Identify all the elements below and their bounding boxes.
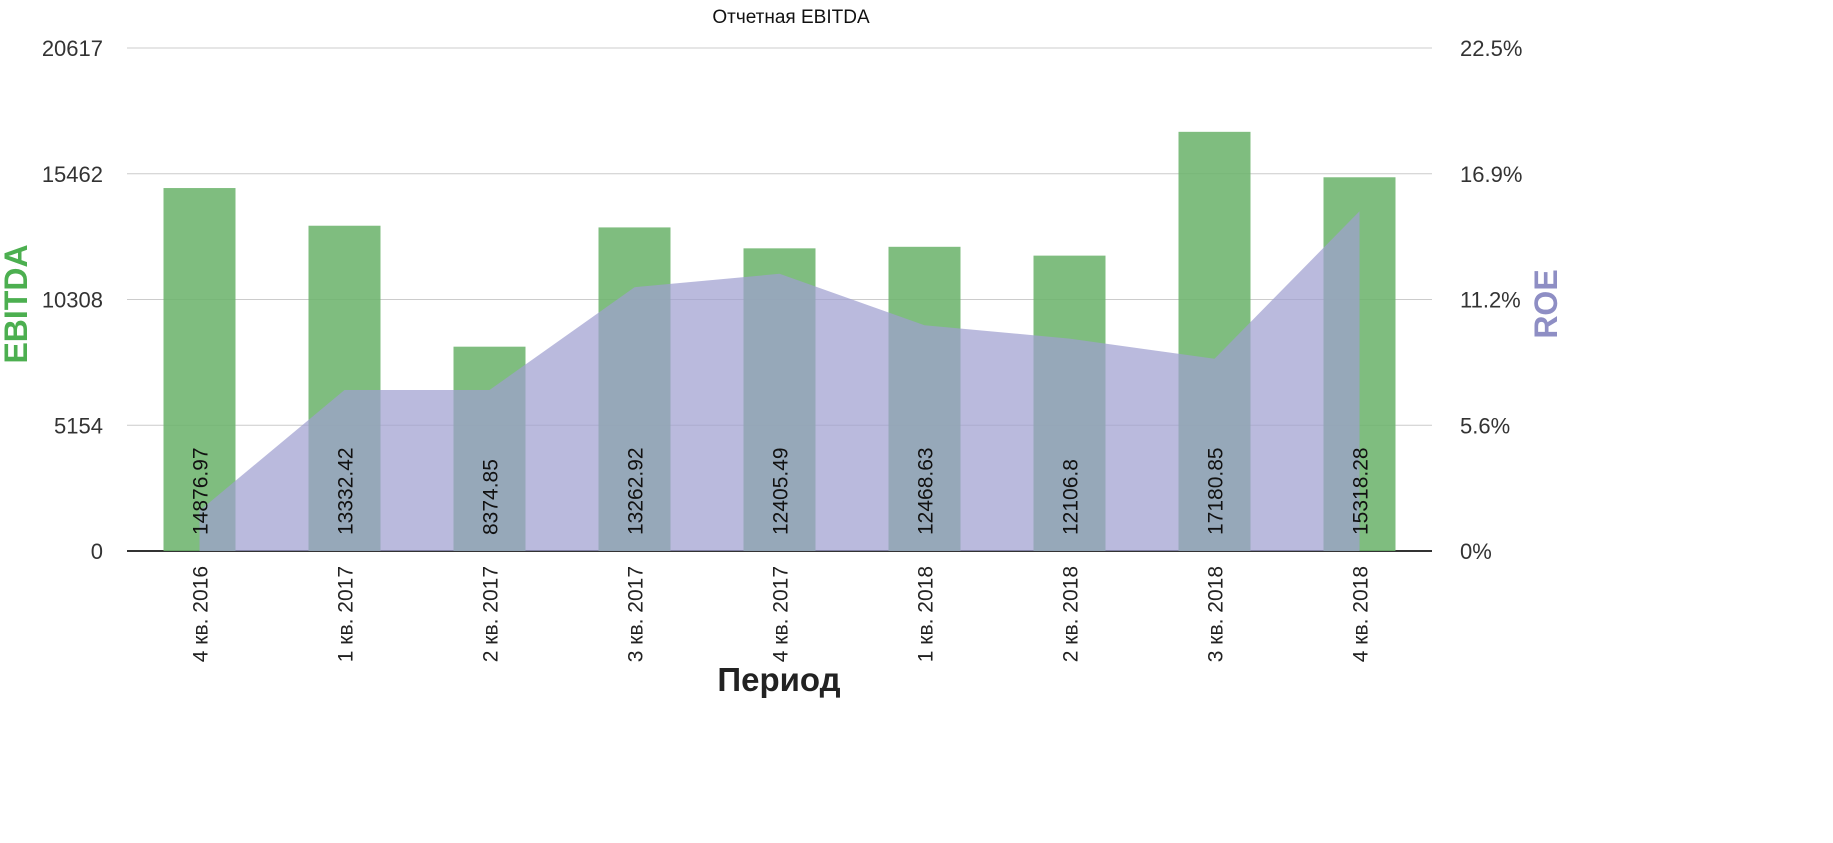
y2-tick-label: 11.2%: [1460, 288, 1521, 313]
x-axis-ticks: 4 кв. 2016 1 кв. 2017 2 кв. 2017 3 кв. 2017…: [190, 566, 1373, 662]
area-series-roe: [199, 211, 1360, 551]
y-tick-label: 15462: [42, 162, 103, 187]
y-tick-label: 5154: [54, 413, 103, 438]
x-tick-label: 4 кв. 2017: [770, 566, 793, 662]
bar-value-label: 12405.49: [770, 447, 793, 535]
bar-value-label: 12106.8: [1060, 459, 1083, 535]
bar-value-label: 8374.85: [480, 459, 503, 535]
bar-value-label: 14876.97: [190, 447, 213, 535]
chart-title: Отчетная EBITDA: [712, 7, 870, 28]
x-tick-label: 3 кв. 2017: [625, 566, 648, 662]
bar-value-label: 15318.28: [1350, 447, 1373, 535]
x-tick-label: 2 кв. 2017: [480, 566, 503, 662]
y2-tick-label: 5.6%: [1460, 413, 1510, 438]
bar-value-label: 17180.85: [1205, 447, 1228, 535]
x-axis-title: Период: [717, 661, 840, 698]
roe-area: [199, 211, 1360, 551]
bar-value-label: 12468.63: [915, 447, 938, 535]
y2-tick-label: 0%: [1460, 539, 1492, 564]
y-tick-label: 10308: [42, 288, 103, 313]
x-tick-label: 3 кв. 2018: [1205, 566, 1228, 662]
y2-axis-title: ROE: [1528, 269, 1564, 338]
bar-value-label: 13332.42: [335, 447, 358, 535]
y-axis-title: EBITDA: [0, 244, 34, 363]
left-axis-ticks: 0 5154 10308 15462 20617: [42, 36, 103, 564]
y2-tick-label: 16.9%: [1460, 162, 1522, 187]
data-labels: 14876.97 13332.42 8374.85 13262.92 12405.49 1…: [190, 447, 1373, 535]
x-tick-label: 4 кв. 2018: [1350, 566, 1373, 662]
bar-4 кв. 2016: [163, 188, 236, 551]
x-tick-label: 2 кв. 2018: [1060, 566, 1083, 662]
x-tick-label: 4 кв. 2016: [190, 566, 213, 662]
y-tick-label: 20617: [42, 36, 103, 61]
x-tick-label: 1 кв. 2017: [335, 566, 358, 662]
x-tick-label: 1 кв. 2018: [915, 566, 938, 662]
y-tick-label: 0: [91, 539, 103, 564]
y2-tick-label: 22.5%: [1460, 36, 1522, 61]
right-axis-ticks: 0% 5.6% 11.2% 16.9% 22.5%: [1460, 36, 1522, 564]
bar-value-label: 13262.92: [625, 447, 648, 535]
